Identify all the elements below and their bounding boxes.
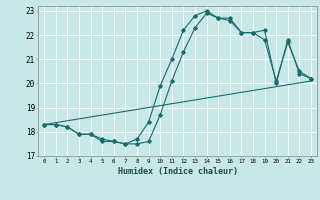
X-axis label: Humidex (Indice chaleur): Humidex (Indice chaleur) bbox=[118, 167, 238, 176]
